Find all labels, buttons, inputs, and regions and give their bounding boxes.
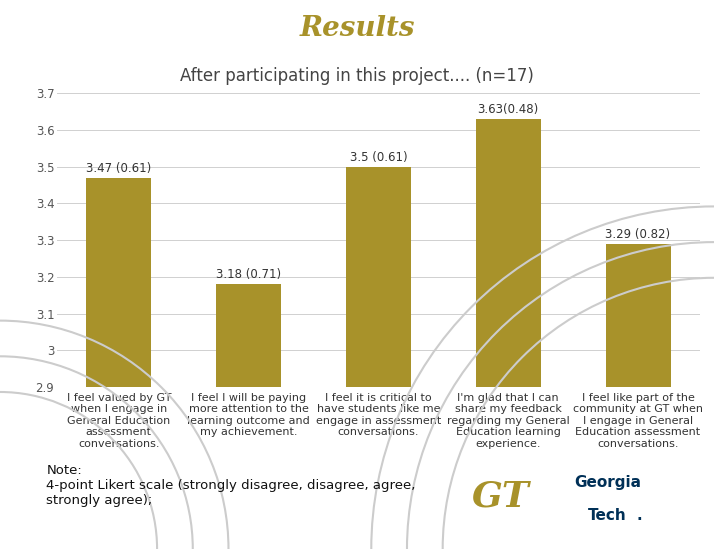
Text: After participating in this project.... (n=17): After participating in this project.... … bbox=[180, 67, 534, 85]
Text: 3.29 (0.82): 3.29 (0.82) bbox=[605, 228, 670, 241]
Text: 3.5 (0.61): 3.5 (0.61) bbox=[350, 151, 407, 164]
Text: 3.47 (0.61): 3.47 (0.61) bbox=[86, 162, 151, 175]
Bar bbox=[216, 284, 281, 387]
Text: Note:
4-point Likert scale (strongly disagree, disagree, agree,
strongly agree);: Note: 4-point Likert scale (strongly dis… bbox=[46, 464, 416, 507]
Text: Results: Results bbox=[299, 15, 415, 42]
Text: 3.18 (0.71): 3.18 (0.71) bbox=[216, 268, 281, 281]
Text: .: . bbox=[636, 508, 642, 523]
Bar bbox=[86, 178, 151, 387]
Bar bbox=[346, 167, 411, 387]
Text: Tech: Tech bbox=[588, 508, 627, 523]
Text: Georgia: Georgia bbox=[574, 475, 641, 490]
Text: GT: GT bbox=[472, 480, 530, 514]
Bar bbox=[605, 244, 670, 387]
Bar bbox=[476, 119, 540, 387]
Text: 3.63(0.48): 3.63(0.48) bbox=[478, 103, 539, 116]
